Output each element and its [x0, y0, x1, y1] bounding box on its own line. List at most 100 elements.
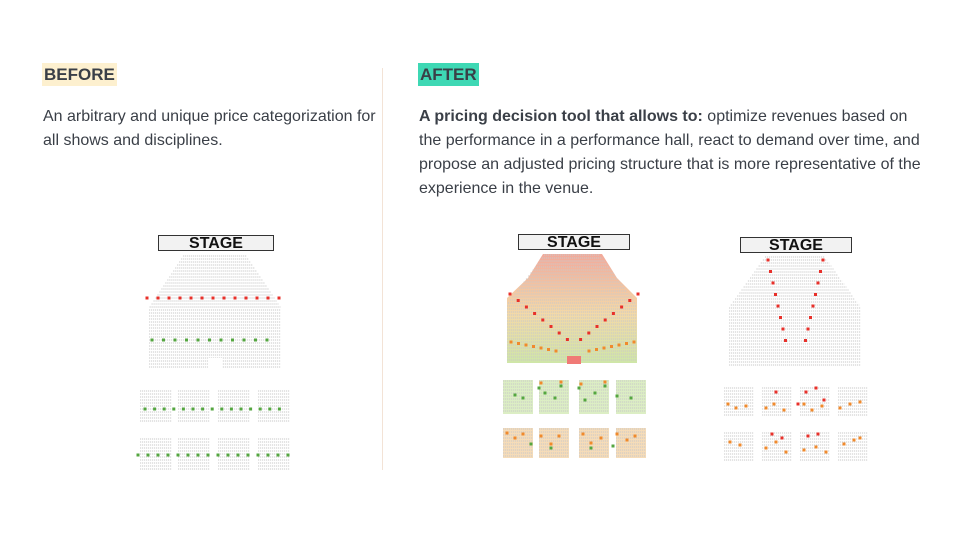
price-marker — [858, 400, 862, 404]
price-marker — [524, 305, 528, 309]
price-marker — [186, 453, 190, 457]
price-marker — [814, 386, 818, 390]
price-marker — [266, 296, 270, 300]
price-marker — [764, 446, 768, 450]
price-marker — [529, 442, 533, 446]
price-marker — [587, 349, 591, 353]
price-marker — [611, 312, 615, 315]
price-marker — [208, 338, 211, 342]
price-marker — [734, 406, 738, 410]
price-marker — [231, 338, 234, 342]
price-marker — [505, 431, 509, 435]
price-marker — [583, 398, 587, 402]
price-marker — [810, 408, 814, 412]
divider — [382, 68, 383, 470]
price-marker — [774, 293, 777, 296]
price-marker — [802, 402, 806, 406]
price-marker — [784, 339, 787, 342]
price-marker — [191, 407, 195, 411]
price-marker — [277, 407, 281, 411]
price-marker — [521, 432, 525, 436]
price-marker — [517, 342, 520, 345]
price-marker — [249, 407, 253, 411]
price-marker — [633, 434, 637, 438]
price-marker — [268, 407, 272, 411]
price-marker — [206, 453, 210, 457]
price-marker — [166, 453, 170, 457]
price-marker — [286, 453, 290, 457]
price-marker — [226, 453, 230, 457]
price-marker — [543, 391, 547, 395]
price-marker — [254, 338, 257, 342]
price-marker — [537, 386, 541, 390]
price-marker — [771, 281, 775, 285]
price-marker — [610, 345, 613, 348]
price-marker — [162, 407, 166, 411]
aisle — [208, 358, 222, 370]
price-marker — [848, 402, 852, 406]
price-marker — [579, 382, 583, 386]
price-marker — [776, 304, 780, 308]
price-marker — [196, 453, 200, 457]
price-marker — [587, 331, 591, 335]
price-marker — [579, 338, 583, 341]
price-marker — [513, 436, 517, 440]
price-marker — [547, 348, 550, 351]
price-marker — [513, 393, 517, 397]
price-marker — [766, 258, 770, 262]
price-marker — [210, 407, 214, 411]
price-marker — [842, 442, 846, 446]
price-marker — [625, 342, 628, 345]
price-marker — [816, 432, 820, 436]
price-marker — [178, 296, 182, 300]
price-marker — [200, 296, 204, 300]
stage-label-before: STAGE — [158, 235, 274, 252]
price-marker — [220, 407, 224, 411]
price-marker — [806, 434, 810, 438]
price-marker — [603, 318, 607, 322]
price-marker — [150, 338, 154, 342]
seating-map-after-adjusted — [710, 252, 880, 467]
price-marker — [276, 453, 280, 457]
price-marker — [201, 407, 205, 411]
price-marker — [809, 316, 812, 319]
price-marker — [769, 270, 772, 273]
price-marker — [565, 338, 569, 341]
price-marker — [802, 448, 806, 452]
price-marker — [728, 440, 732, 444]
price-marker — [577, 386, 581, 390]
price-marker — [781, 327, 785, 331]
price-marker — [784, 450, 788, 454]
price-marker — [554, 349, 558, 353]
price-marker — [143, 407, 147, 411]
price-marker — [236, 453, 240, 457]
price-marker — [156, 296, 160, 300]
price-marker — [277, 296, 281, 300]
price-marker — [770, 432, 774, 436]
price-marker — [266, 453, 270, 457]
price-marker — [181, 407, 185, 411]
price-marker — [822, 398, 826, 402]
price-marker — [819, 270, 822, 273]
price-marker — [772, 402, 776, 406]
price-marker — [636, 292, 640, 296]
price-marker — [852, 438, 856, 442]
price-marker — [553, 396, 557, 400]
price-marker — [167, 296, 171, 300]
price-marker — [779, 316, 782, 319]
price-marker — [858, 436, 862, 440]
price-marker — [615, 432, 619, 436]
price-marker — [599, 436, 603, 440]
price-marker — [559, 384, 563, 388]
price-marker — [589, 441, 593, 445]
after-tag: AFTER — [418, 63, 479, 86]
price-marker — [838, 406, 842, 410]
price-marker — [595, 348, 598, 351]
price-marker — [196, 338, 200, 342]
price-marker — [744, 404, 748, 408]
before-description: An arbitrary and unique price categoriza… — [43, 108, 376, 149]
price-marker — [816, 281, 820, 285]
price-marker — [814, 293, 817, 296]
price-marker — [617, 343, 621, 347]
seating-map-after-heatmap — [495, 248, 650, 468]
